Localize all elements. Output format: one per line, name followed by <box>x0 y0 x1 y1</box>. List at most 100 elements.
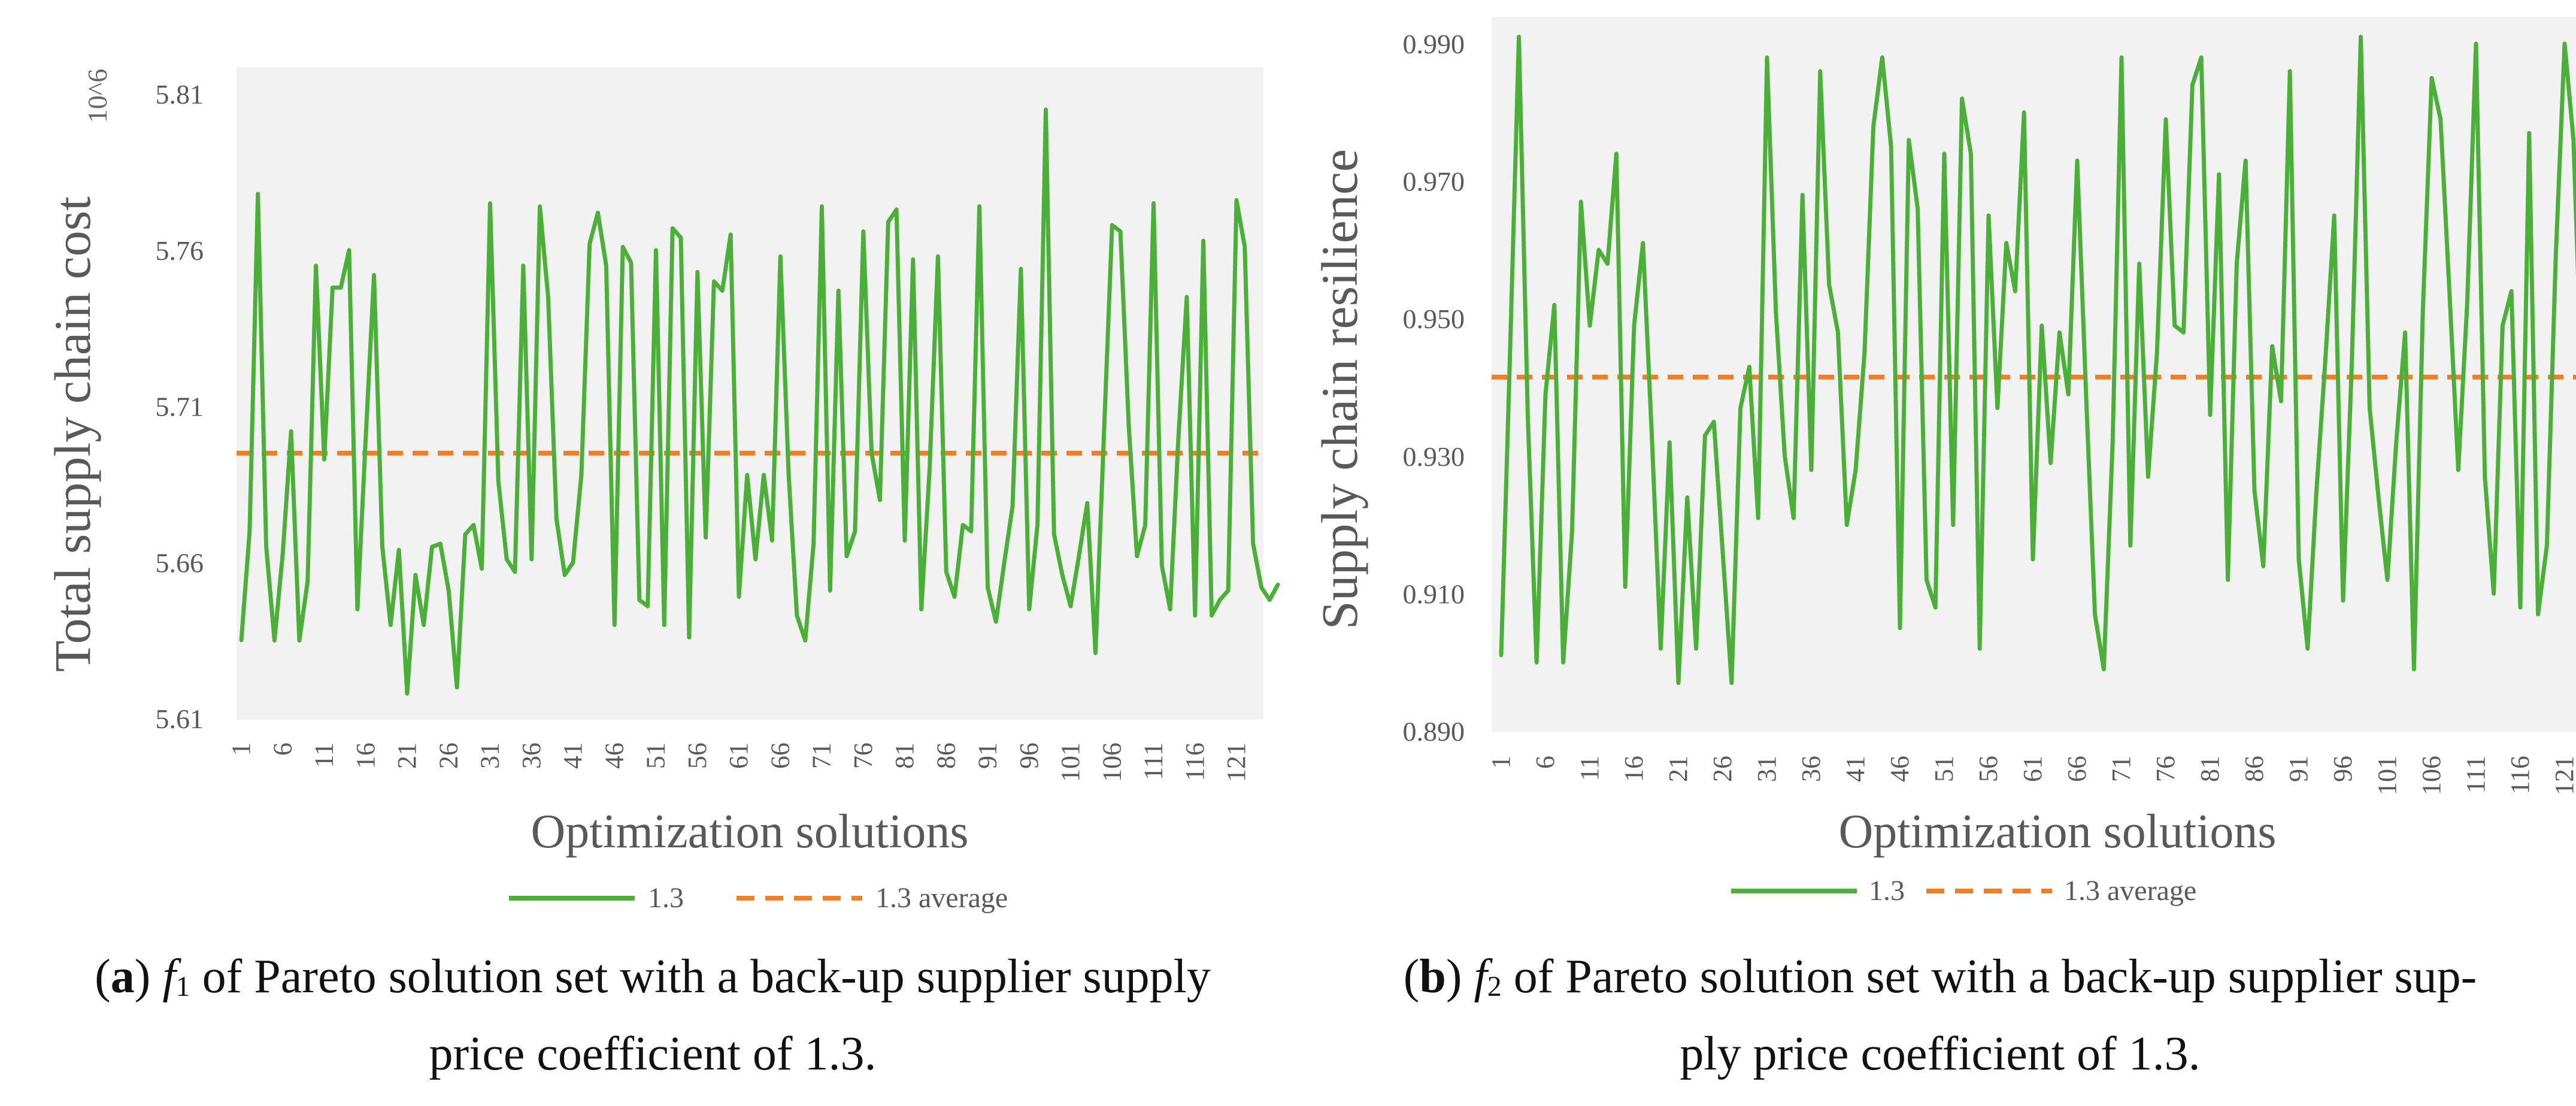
data-point <box>1942 151 1946 156</box>
caption-b: (b) f2 of Pareto solution set with a bac… <box>1403 950 2477 1080</box>
data-point <box>289 429 293 434</box>
data-point <box>811 542 816 546</box>
data-point <box>1898 626 1902 630</box>
data-point <box>272 638 277 643</box>
data-point <box>621 245 625 249</box>
data-point <box>2146 475 2150 479</box>
data-point <box>953 595 957 599</box>
data-point <box>471 523 475 527</box>
data-point <box>729 232 733 237</box>
data-point <box>1085 501 1089 505</box>
data-point <box>1077 554 1081 558</box>
data-point <box>787 473 791 477</box>
data-point <box>961 523 965 527</box>
data-point <box>2066 392 2071 396</box>
data-point <box>803 638 807 643</box>
data-point <box>2386 578 2389 582</box>
data-point <box>447 589 451 593</box>
data-point <box>2332 214 2336 217</box>
x-tick-label: 111 <box>2461 756 2490 793</box>
y-tick-label: 0.930 <box>1403 441 1465 472</box>
data-point <box>2199 56 2204 59</box>
data-point <box>861 229 865 234</box>
data-point <box>331 286 335 290</box>
data-point <box>1508 351 1512 355</box>
data-point <box>281 551 285 555</box>
data-point <box>845 554 848 558</box>
x-tick-label: 116 <box>2505 756 2535 794</box>
series-line-b <box>1499 35 2576 686</box>
data-point <box>1035 523 1040 527</box>
data-point <box>687 635 691 640</box>
data-point <box>604 263 608 268</box>
data-point <box>1596 248 1601 252</box>
data-point <box>505 557 509 561</box>
data-point <box>247 529 251 534</box>
data-point <box>662 623 666 627</box>
data-point <box>513 569 517 574</box>
caption-b-symbol: f <box>1474 950 1487 1003</box>
data-point <box>1623 584 1628 589</box>
data-point <box>2022 110 2026 114</box>
x-tick-label: 81 <box>2195 756 2225 782</box>
legend-b: 1.3 1.3 average <box>1731 875 2196 907</box>
data-point <box>2155 351 2159 355</box>
x-tick-label: 41 <box>558 743 587 769</box>
data-point <box>1235 198 1238 202</box>
data-point <box>919 607 923 611</box>
data-point <box>895 208 899 211</box>
x-tick-label: 16 <box>1619 756 1648 782</box>
data-point <box>1783 454 1787 458</box>
data-point <box>2048 461 2053 465</box>
data-point <box>994 620 998 624</box>
data-point <box>1060 573 1065 577</box>
x-tick-label: 61 <box>724 743 753 769</box>
data-point <box>389 623 393 627</box>
data-point <box>430 545 434 549</box>
data-point <box>1218 598 1222 602</box>
data-point <box>795 613 799 617</box>
data-point <box>1570 530 1574 534</box>
data-point <box>363 435 368 440</box>
data-point <box>720 289 725 293</box>
data-point <box>2279 399 2283 403</box>
data-point <box>314 263 318 268</box>
data-point <box>1827 282 1831 286</box>
x-tick-label: 106 <box>1097 743 1126 782</box>
x-tick-label: 16 <box>351 743 380 769</box>
data-point <box>521 263 525 268</box>
y-tick-label: 0.910 <box>1403 578 1465 609</box>
data-point <box>1151 201 1156 205</box>
data-point <box>695 270 699 274</box>
data-point <box>339 286 343 290</box>
x-tick-label: 71 <box>807 743 837 769</box>
data-point <box>2093 612 2097 616</box>
data-point <box>654 248 658 252</box>
x-tick-label: 96 <box>2328 756 2357 782</box>
chart-panel-b: Supply chain resilience Optimization sol… <box>1288 0 2576 1106</box>
data-point <box>936 254 940 259</box>
legend-average-label-b: 1.3 average <box>2064 875 2196 907</box>
x-axis-label-a: Optimization solutions <box>531 805 968 858</box>
data-point <box>2323 358 2328 362</box>
data-point <box>297 638 301 643</box>
data-point <box>372 273 376 277</box>
data-point <box>2270 344 2274 349</box>
data-point <box>2350 358 2354 362</box>
data-point <box>712 279 716 283</box>
data-point <box>355 607 359 611</box>
data-point <box>563 573 567 577</box>
data-point <box>1792 516 1796 520</box>
x-tick-label: 31 <box>475 743 505 769</box>
data-point <box>878 498 882 502</box>
x-tick-label: 1 <box>1486 756 1516 769</box>
data-point <box>1774 310 1778 314</box>
data-point <box>1721 550 1725 554</box>
data-point <box>1027 607 1031 611</box>
data-point <box>2039 323 2044 328</box>
data-point <box>571 560 575 565</box>
x-tick-label: 56 <box>683 743 712 769</box>
data-point <box>679 235 683 240</box>
data-point <box>1019 267 1023 271</box>
caption-a-line2: price coefficient of 1.3. <box>429 1028 877 1080</box>
